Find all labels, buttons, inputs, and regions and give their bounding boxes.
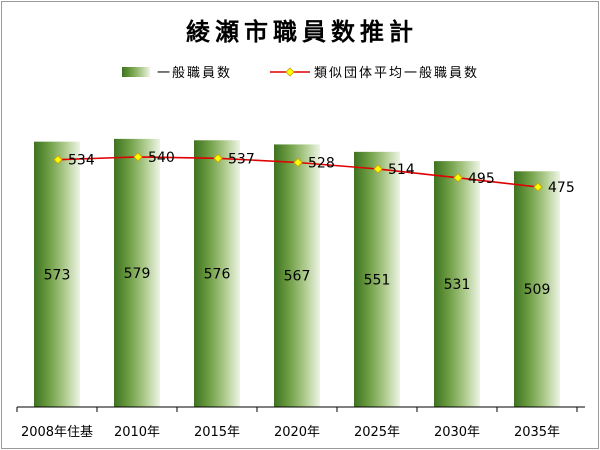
- category-label-3: 2015年: [194, 425, 240, 440]
- similar-avg-point-1: [53, 155, 63, 165]
- general-staff-bar-1: [34, 141, 80, 407]
- general-staff-value-label-7: 509: [524, 282, 551, 298]
- line-series-similar-avg: 534 540 537 528 514 495 475: [53, 150, 575, 196]
- general-staff-bar-4: [274, 144, 320, 408]
- category-label-4: 2020年: [274, 425, 320, 440]
- similar-avg-value-label-3: 537: [228, 151, 255, 167]
- category-label-1: 2008年住基: [21, 425, 93, 440]
- category-label-6: 2030年: [434, 425, 480, 440]
- similar-avg-value-label-1: 534: [68, 153, 95, 169]
- general-staff-value-label-6: 531: [444, 277, 471, 293]
- general-staff-bar-6: [434, 161, 480, 407]
- legend-label-general-staff: 一般職員数: [157, 65, 232, 81]
- general-staff-bar-3: [194, 140, 240, 407]
- similar-avg-point-2: [133, 152, 143, 162]
- x-axis: 2008年住基 2010年 2015年 2020年 2025年 2030年 2035年: [16, 406, 585, 440]
- similar-avg-value-label-5: 514: [388, 162, 415, 178]
- general-staff-value-label-4: 567: [284, 269, 311, 285]
- similar-avg-value-label-7: 475: [548, 180, 575, 196]
- general-staff-value-label-2: 579: [124, 266, 151, 282]
- general-staff-bar-5: [354, 151, 400, 407]
- legend-swatch-general-staff: [122, 67, 150, 77]
- general-staff-bar-2: [114, 138, 160, 407]
- category-label-5: 2025年: [354, 425, 400, 440]
- similar-avg-value-label-4: 528: [308, 155, 335, 171]
- category-label-7: 2035年: [514, 425, 560, 440]
- legend-marker-similar-avg: [285, 67, 295, 77]
- general-staff-value-label-3: 576: [204, 267, 231, 283]
- general-staff-value-label-1: 573: [44, 267, 71, 283]
- similar-avg-point-5: [373, 164, 383, 174]
- legend-label-similar-avg: 類似団体平均一般職員数: [314, 65, 479, 81]
- similar-avg-value-label-2: 540: [148, 150, 175, 166]
- similar-avg-point-4: [293, 157, 303, 168]
- similar-avg-point-7: [533, 182, 543, 192]
- general-staff-value-label-5: 551: [364, 272, 391, 288]
- category-label-2: 2010年: [114, 425, 160, 440]
- similar-avg-point-3: [213, 153, 223, 163]
- chart-title: 綾瀬市職員数推計: [186, 18, 418, 46]
- similar-avg-value-label-6: 495: [468, 171, 495, 187]
- bar-series-general-staff: 573 579 576 567 551 531 509: [34, 138, 560, 408]
- similar-avg-point-6: [453, 173, 463, 183]
- legend: 一般職員数 類似団体平均一般職員数: [122, 65, 479, 81]
- general-staff-bar-7: [514, 171, 560, 407]
